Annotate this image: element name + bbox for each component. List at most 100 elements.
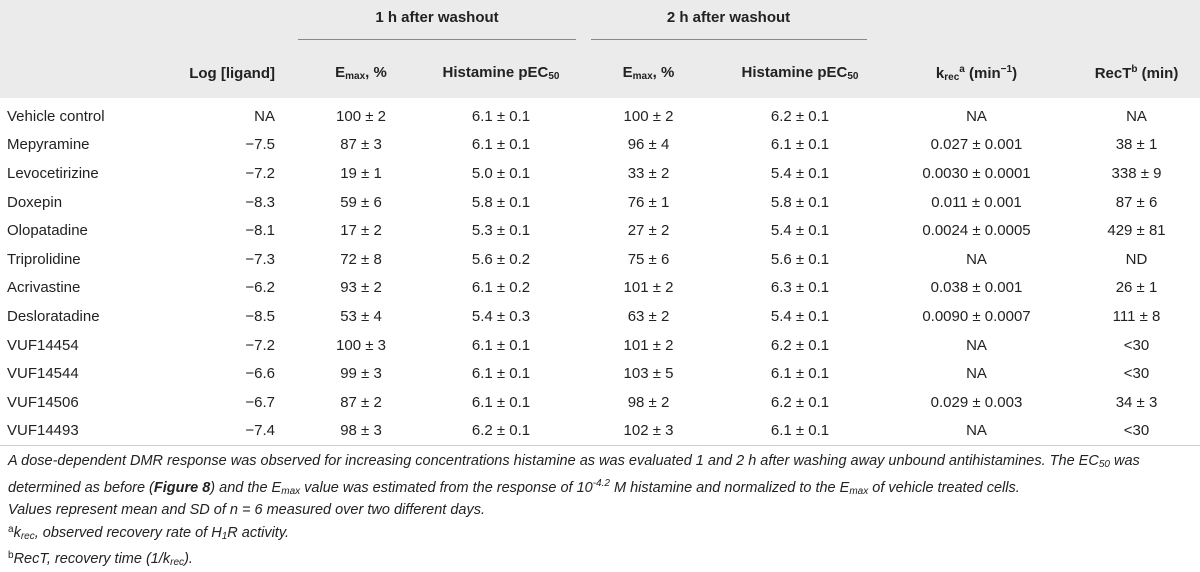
cell-name: VUF14454 <box>7 336 79 354</box>
cell-log: −8.5 <box>245 307 275 325</box>
col-header-rect: RecTb (min) <box>1094 64 1179 82</box>
table-row: Levocetirizine −7.2 19 ± 1 5.0 ± 0.1 33 … <box>0 159 1200 188</box>
cell-rect: 87 ± 6 <box>1115 193 1158 211</box>
table-row: VUF14544 −6.6 99 ± 3 6.1 ± 0.1 103 ± 5 6… <box>0 359 1200 388</box>
cell-emax-1h: 53 ± 4 <box>340 307 382 325</box>
cell-emax-1h: 19 ± 1 <box>340 164 382 182</box>
cell-pec50-2h: 5.8 ± 0.1 <box>770 193 830 211</box>
figure-reference-link[interactable]: Figure 8 <box>153 480 211 497</box>
cell-emax-1h: 100 ± 2 <box>336 107 386 125</box>
group-header-1h-label: 1 h after washout <box>298 9 576 40</box>
cell-pec50-2h: 6.2 ± 0.1 <box>770 107 830 125</box>
cell-emax-1h: 93 ± 2 <box>340 279 382 297</box>
cell-pec50-1h: 5.4 ± 0.3 <box>471 307 531 325</box>
cell-emax-2h: 63 ± 2 <box>627 307 670 325</box>
cell-name: Levocetirizine <box>7 164 99 182</box>
cell-emax-2h: 33 ± 2 <box>627 164 670 182</box>
cell-pec50-1h: 6.2 ± 0.1 <box>471 422 531 440</box>
cell-pec50-1h: 6.1 ± 0.1 <box>471 393 531 411</box>
cell-name: Triprolidine <box>7 250 81 268</box>
cell-rect: 429 ± 81 <box>1107 222 1166 240</box>
cell-pec50-2h: 6.2 ± 0.1 <box>770 336 830 354</box>
cell-pec50-1h: 6.1 ± 0.1 <box>471 107 531 125</box>
table-body: Vehicle control NA 100 ± 2 6.1 ± 0.1 100… <box>0 98 1200 447</box>
footnote-b: bRecT, recovery time (1/krec). <box>8 550 193 569</box>
table-row: VUF14506 −6.7 87 ± 2 6.1 ± 0.1 98 ± 2 6.… <box>0 388 1200 417</box>
header-group-row: 1 h after washout 2 h after washout <box>0 0 1200 48</box>
cell-emax-1h: 87 ± 3 <box>340 136 382 154</box>
cell-pec50-1h: 6.1 ± 0.1 <box>471 136 531 154</box>
cell-log: NA <box>254 107 275 125</box>
col-header-emax-1h: Emax, % <box>335 64 387 82</box>
cell-emax-1h: 99 ± 3 <box>340 365 382 383</box>
cell-pec50-1h: 5.6 ± 0.2 <box>471 250 531 268</box>
group-header-1h: 1 h after washout <box>297 0 577 48</box>
cell-emax-1h: 98 ± 3 <box>340 422 382 440</box>
cell-pec50-2h: 5.4 ± 0.1 <box>770 164 830 182</box>
cell-pec50-2h: 6.1 ± 0.1 <box>770 422 830 440</box>
col-header-emax-2h: Emax, % <box>622 64 675 82</box>
cell-rect: 26 ± 1 <box>1115 279 1158 297</box>
cell-rect: <30 <box>1123 422 1150 440</box>
cell-emax-2h: 100 ± 2 <box>623 107 674 125</box>
cell-emax-2h: 75 ± 6 <box>627 250 670 268</box>
recovery-table: 1 h after washout 2 h after washout Log … <box>0 0 1200 447</box>
cell-krec: 0.0024 ± 0.0005 <box>922 222 1031 240</box>
cell-krec: 0.0090 ± 0.0007 <box>922 307 1031 325</box>
cell-pec50-1h: 5.0 ± 0.1 <box>471 164 531 182</box>
cell-rect: ND <box>1125 250 1148 268</box>
cell-log: −7.5 <box>245 136 275 154</box>
cell-emax-1h: 59 ± 6 <box>340 193 382 211</box>
cell-emax-2h: 103 ± 5 <box>623 365 674 383</box>
cell-emax-2h: 101 ± 2 <box>623 279 674 297</box>
cell-rect: 338 ± 9 <box>1111 164 1162 182</box>
cell-log: −6.6 <box>245 365 275 383</box>
cell-rect: <30 <box>1123 365 1150 383</box>
cell-emax-1h: 100 ± 3 <box>336 336 386 354</box>
cell-rect: NA <box>1126 107 1147 125</box>
cell-emax-1h: 72 ± 8 <box>340 250 382 268</box>
cell-emax-2h: 102 ± 3 <box>623 422 674 440</box>
cell-krec: 0.027 ± 0.001 <box>930 136 1023 154</box>
cell-krec: NA <box>966 336 987 354</box>
cell-krec: NA <box>966 365 987 383</box>
cell-emax-2h: 101 ± 2 <box>623 336 674 354</box>
cell-pec50-2h: 5.6 ± 0.1 <box>770 250 830 268</box>
cell-name: Vehicle control <box>7 107 105 125</box>
cell-log: −6.7 <box>245 393 275 411</box>
cell-pec50-2h: 6.2 ± 0.1 <box>770 393 830 411</box>
cell-pec50-1h: 6.1 ± 0.2 <box>471 279 531 297</box>
cell-name: VUF14506 <box>7 393 79 411</box>
cell-log: −7.2 <box>245 336 275 354</box>
col-header-pec50-2h: Histamine pEC50 <box>741 64 859 82</box>
cell-rect: 34 ± 3 <box>1115 393 1158 411</box>
cell-log: −8.3 <box>245 193 275 211</box>
cell-rect: 111 ± 8 <box>1112 307 1161 325</box>
cell-krec: 0.029 ± 0.003 <box>930 393 1023 411</box>
footnote-description: A dose-dependent DMR response was observ… <box>8 453 1140 498</box>
cell-emax-1h: 17 ± 2 <box>340 222 382 240</box>
cell-name: Desloratadine <box>7 307 100 325</box>
cell-log: −7.2 <box>245 164 275 182</box>
cell-krec: 0.011 ± 0.001 <box>931 193 1022 211</box>
cell-pec50-2h: 6.3 ± 0.1 <box>770 279 830 297</box>
cell-name: VUF14544 <box>7 365 79 383</box>
cell-name: Doxepin <box>7 193 63 211</box>
footnote-values: Values represent mean and SD of n = 6 me… <box>8 502 486 519</box>
cell-rect: 38 ± 1 <box>1115 136 1158 154</box>
cell-log: −8.1 <box>245 222 275 240</box>
cell-emax-1h: 87 ± 2 <box>340 393 382 411</box>
col-header-pec50-1h: Histamine pEC50 <box>442 64 560 82</box>
table-row: Olopatadine −8.1 17 ± 2 5.3 ± 0.1 27 ± 2… <box>0 216 1200 245</box>
cell-krec: 0.038 ± 0.001 <box>930 279 1023 297</box>
table-row: Acrivastine −6.2 93 ± 2 6.1 ± 0.2 101 ± … <box>0 274 1200 303</box>
cell-emax-2h: 98 ± 2 <box>627 393 670 411</box>
table-row: Desloratadine −8.5 53 ± 4 5.4 ± 0.3 63 ±… <box>0 302 1200 331</box>
cell-log: −7.3 <box>245 250 275 268</box>
cell-pec50-1h: 6.1 ± 0.1 <box>471 365 531 383</box>
footnote-a: akrec, observed recovery rate of H1R act… <box>8 524 290 543</box>
header-column-row: Log [ligand] Emax, % Histamine pEC50 Ema… <box>0 48 1200 98</box>
cell-pec50-2h: 6.1 ± 0.1 <box>770 365 830 383</box>
cell-pec50-1h: 5.8 ± 0.1 <box>471 193 531 211</box>
